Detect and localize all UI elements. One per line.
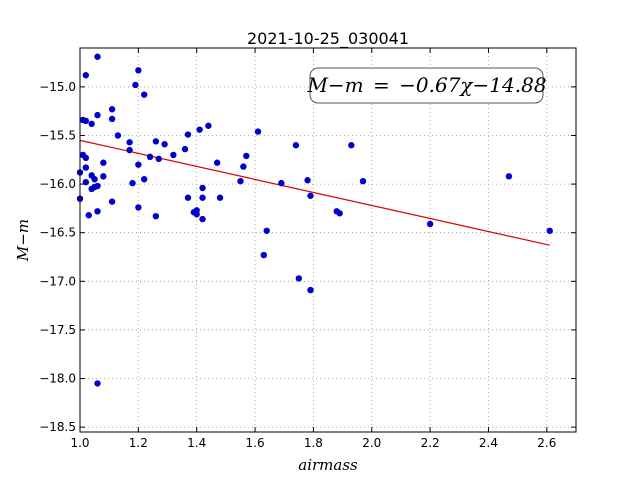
- data-point: [82, 72, 90, 79]
- x-tick-label: 2.6: [537, 436, 556, 450]
- data-point: [114, 132, 122, 139]
- equation-equals: =: [373, 73, 390, 97]
- x-tick-label: 1.0: [70, 436, 89, 450]
- data-point: [146, 153, 154, 161]
- data-point: [129, 179, 136, 187]
- data-point: [108, 198, 116, 205]
- data-point: [91, 176, 98, 183]
- y-tick-label: −18.0: [39, 372, 76, 386]
- data-point: [426, 220, 434, 228]
- data-point: [140, 176, 148, 183]
- data-point: [135, 161, 142, 168]
- data-point: [94, 53, 101, 60]
- grid-lines: [79, 48, 576, 432]
- data-point: [82, 154, 90, 162]
- data-point: [307, 192, 314, 199]
- chart-title: 2021-10-25_030041: [247, 29, 409, 49]
- data-point: [292, 142, 300, 149]
- data-point: [205, 122, 212, 129]
- data-point: [94, 111, 101, 119]
- data-point: [100, 159, 107, 166]
- data-point: [155, 155, 162, 163]
- data-point: [184, 131, 192, 138]
- data-point: [126, 146, 133, 154]
- data-point: [505, 173, 513, 180]
- x-tick-label: 1.6: [246, 436, 265, 450]
- data-point: [161, 141, 168, 148]
- y-tick-label: −17.5: [39, 323, 76, 337]
- data-point: [336, 210, 343, 217]
- data-point: [126, 139, 133, 146]
- data-point: [100, 173, 107, 180]
- x-axis-label: airmass: [298, 456, 358, 474]
- equation-text: M−m = −0.67χ−14.88: [306, 73, 546, 97]
- data-point: [152, 138, 160, 145]
- data-point: [254, 128, 262, 135]
- data-point: [199, 184, 206, 192]
- x-tick-label: 1.4: [187, 436, 206, 450]
- equation-annotation: M−m = −0.67χ−14.88: [306, 67, 547, 104]
- data-point: [260, 251, 268, 259]
- data-point: [348, 142, 355, 149]
- x-tick-label: 2.0: [362, 436, 381, 450]
- data-point: [213, 159, 221, 166]
- x-tick-label: 1.2: [129, 436, 148, 450]
- equation-box: [309, 67, 544, 104]
- data-point: [359, 177, 367, 185]
- equation-lhs: M−m: [306, 73, 363, 97]
- data-point: [181, 145, 189, 153]
- data-point: [132, 81, 139, 89]
- x-tick-label: 1.8: [304, 436, 323, 450]
- y-axis-ticks: −15.0 −15.5 −16.0 −16.5 −17.0 −17.5 −18.0 −18.5: [39, 80, 576, 434]
- data-point: [135, 204, 142, 211]
- y-tick-label: −16.0: [39, 177, 76, 191]
- y-axis-label: M−m: [14, 219, 32, 262]
- data-point: [243, 152, 250, 160]
- data-point: [196, 126, 203, 133]
- data-point: [240, 163, 247, 170]
- data-point: [135, 67, 142, 74]
- data-point: [94, 380, 101, 387]
- data-point: [216, 194, 224, 201]
- data-point: [108, 115, 116, 123]
- data-point: [108, 106, 116, 113]
- x-tick-label: 2.4: [479, 436, 498, 450]
- data-point: [193, 211, 200, 218]
- data-point: [546, 227, 553, 234]
- data-point: [140, 91, 148, 98]
- x-axis-ticks: 1.0 1.2 1.4 1.6 1.8 2.0 2.2 2.4 2.6: [70, 48, 556, 450]
- data-point: [152, 212, 160, 220]
- data-point: [88, 120, 95, 128]
- data-point: [184, 194, 192, 201]
- data-point: [237, 177, 244, 185]
- data-point: [94, 208, 101, 215]
- y-tick-label: −16.5: [39, 226, 76, 240]
- equation-rhs: −0.67χ−14.88: [399, 73, 546, 97]
- data-point: [307, 286, 314, 294]
- y-tick-label: −15.5: [39, 128, 76, 142]
- data-point: [199, 215, 206, 223]
- y-tick-label: −17.0: [39, 274, 76, 288]
- data-point: [94, 182, 101, 190]
- data-point: [304, 177, 311, 184]
- data-point: [82, 117, 90, 125]
- data-point: [170, 151, 177, 159]
- y-tick-label: −18.5: [39, 420, 76, 434]
- data-point: [85, 212, 92, 219]
- data-point: [263, 227, 270, 234]
- data-point: [278, 179, 285, 187]
- y-tick-label: −15.0: [39, 80, 76, 94]
- data-points: [76, 53, 553, 387]
- data-point: [82, 164, 90, 171]
- data-point: [199, 194, 206, 201]
- plot-frame: [79, 47, 577, 433]
- data-point: [295, 275, 303, 282]
- x-tick-label: 2.2: [421, 436, 440, 450]
